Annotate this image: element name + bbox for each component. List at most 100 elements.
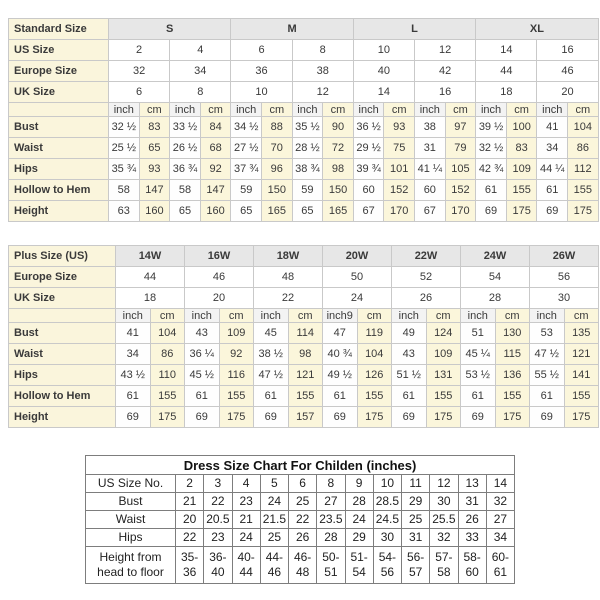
measurement-value-cell: 61 <box>460 385 496 407</box>
measurement-value-cell: 39 ¾ <box>352 158 385 180</box>
measurement-value-cell: 175 <box>505 200 538 222</box>
size-number-cell: 36 <box>230 60 293 82</box>
measurement-value-cell: 35 ¾ <box>108 158 140 180</box>
measurement-value-cell: 175 <box>567 200 599 222</box>
measurement-value-cell: 60 <box>414 179 446 201</box>
measurement-value-cell: 60 <box>352 179 385 201</box>
size-value-cell: 3 <box>203 474 233 493</box>
measurement-value-cell: 34 ½ <box>230 116 262 138</box>
measurement-value-cell: 165 <box>261 200 293 222</box>
size-value-cell: 21.5 <box>259 510 290 529</box>
measurement-value-cell: 65 <box>169 200 201 222</box>
size-value-cell: 24 <box>259 492 290 511</box>
unit-header-cell: inch9 <box>322 308 358 323</box>
size-number-cell: 12 <box>414 39 477 61</box>
unit-header-cell: cm <box>505 102 538 117</box>
measurement-value-cell: 69 <box>115 406 151 428</box>
measurement-value-cell: 155 <box>494 385 530 407</box>
size-value-cell: 9 <box>344 474 374 493</box>
size-value-cell: 8 <box>316 474 346 493</box>
measurement-value-cell: 152 <box>444 179 477 201</box>
measurement-value-cell: 175 <box>356 406 392 428</box>
unit-header-cell: cm <box>149 308 185 323</box>
size-value-cell: 24.5 <box>372 510 403 529</box>
size-group-header: M <box>230 18 354 40</box>
size-value-cell: 25 <box>287 492 318 511</box>
unit-header-cell: cm <box>199 102 232 117</box>
unit-header-cell: cm <box>356 308 392 323</box>
size-group-header: 16W <box>184 245 254 267</box>
size-value-cell: 25 <box>400 510 431 529</box>
row-label: Europe Size <box>8 266 116 288</box>
size-value-cell: 57- 58 <box>429 546 459 584</box>
measurement-value-cell: 27 ½ <box>230 137 262 159</box>
measurement-value-cell: 101 <box>383 158 416 180</box>
measurement-value-cell: 61 <box>529 385 565 407</box>
size-value-cell: 26 <box>287 528 318 547</box>
measurement-value-cell: 36 ½ <box>352 116 385 138</box>
unit-header-cell: cm <box>563 308 599 323</box>
measurement-value-cell: 61 <box>391 385 427 407</box>
measurement-value-cell: 43 <box>391 343 427 365</box>
measurement-value-cell: 86 <box>149 343 185 365</box>
size-group-header: 24W <box>460 245 530 267</box>
unit-header-cell: inch <box>391 308 427 323</box>
measurement-value-cell: 150 <box>322 179 354 201</box>
measurement-value-cell: 59 <box>291 179 324 201</box>
measurement-value-cell: 104 <box>149 322 185 344</box>
size-number-cell: 46 <box>184 266 254 288</box>
row-label: Hips <box>85 528 176 547</box>
measurement-value-cell: 28 ½ <box>291 137 324 159</box>
row-label: Hollow to Hem <box>8 179 109 201</box>
measurement-value-cell: 155 <box>425 385 461 407</box>
measurement-value-cell: 58 <box>169 179 201 201</box>
size-value-cell: 23 <box>231 492 261 511</box>
measurement-value-cell: 44 ¼ <box>536 158 569 180</box>
size-value-cell: 21 <box>174 492 205 511</box>
measurement-value-cell: 45 ¼ <box>460 343 496 365</box>
measurement-value-cell: 79 <box>444 137 477 159</box>
measurement-value-cell: 69 <box>536 200 569 222</box>
measurement-value-cell: 147 <box>199 179 232 201</box>
measurement-value-cell: 63 <box>108 200 140 222</box>
unit-header-cell: cm <box>383 102 416 117</box>
size-number-cell: 18 <box>475 81 538 103</box>
size-number-cell: 32 <box>107 60 171 82</box>
size-value-cell: 12 <box>429 474 459 493</box>
measurement-value-cell: 37 ¾ <box>230 158 262 180</box>
measurement-value-cell: 141 <box>563 364 599 386</box>
standard-size-table: Standard Size S M L XL US Size 2 4 6 8 10 12 14 16 Eur… <box>8 18 599 222</box>
size-value-cell: 28 <box>316 528 346 547</box>
measurement-value-cell: 69 <box>475 200 507 222</box>
measurement-value-cell: 38 ¾ <box>291 158 324 180</box>
measurement-value-cell: 26 ½ <box>169 137 201 159</box>
size-number-cell: 10 <box>230 81 293 103</box>
measurement-value-cell: 61 <box>115 385 151 407</box>
measurement-value-cell: 86 <box>567 137 599 159</box>
measurement-value-cell: 38 ½ <box>253 343 289 365</box>
measurement-value-cell: 121 <box>287 364 323 386</box>
measurement-value-cell: 31 <box>414 137 446 159</box>
size-value-cell: 14 <box>485 474 516 493</box>
size-number-cell: 8 <box>169 81 232 103</box>
measurement-value-cell: 160 <box>138 200 171 222</box>
size-number-cell: 18 <box>115 287 185 309</box>
size-number-cell: 2 <box>107 39 171 61</box>
unit-header-cell: cm <box>444 102 477 117</box>
size-value-cell: 58- 60 <box>457 546 487 584</box>
size-value-cell: 60- 61 <box>485 546 516 584</box>
size-value-cell: 30 <box>429 492 459 511</box>
measurement-value-cell: 25 ½ <box>108 137 140 159</box>
unit-header-cell: cm <box>261 102 293 117</box>
measurement-value-cell: 61 <box>253 385 289 407</box>
measurement-value-cell: 69 <box>322 406 358 428</box>
size-number-cell: 4 <box>169 39 232 61</box>
size-value-cell: 22 <box>203 492 233 511</box>
measurement-value-cell: 67 <box>414 200 446 222</box>
measurement-value-cell: 41 ¼ <box>414 158 446 180</box>
unit-header-cell: cm <box>287 308 323 323</box>
measurement-value-cell: 155 <box>505 179 538 201</box>
measurement-value-cell: 110 <box>149 364 185 386</box>
measurement-value-cell: 112 <box>567 158 599 180</box>
size-value-cell: 32 <box>429 528 459 547</box>
